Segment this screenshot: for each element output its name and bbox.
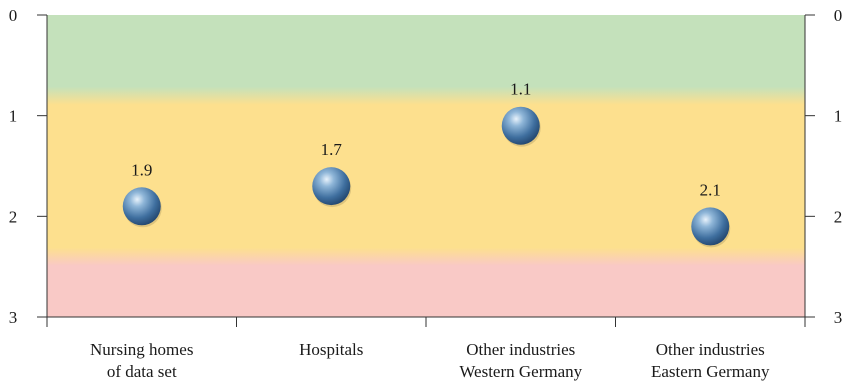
data-label: 1.9	[131, 160, 152, 179]
left-y-tick-label: 0	[9, 6, 18, 25]
data-label: 1.7	[321, 140, 343, 159]
plot-background	[47, 15, 805, 317]
data-point	[691, 207, 730, 246]
x-category-label: Nursing homes of data set	[90, 340, 193, 381]
x-category-label: Other industries Western Germany	[459, 340, 582, 381]
x-category-label-line: Other industries	[656, 340, 765, 359]
x-category-label-line: Hospitals	[299, 340, 363, 359]
x-category-label: Hospitals	[299, 340, 363, 359]
x-category-label-line: Nursing homes	[90, 340, 193, 359]
x-category-label-line: Western Germany	[459, 362, 582, 381]
data-point	[501, 106, 540, 145]
data-point	[312, 167, 351, 206]
left-y-tick-label: 2	[9, 207, 18, 226]
x-category-label: Other industries Eastern Germany	[651, 340, 770, 381]
left-y-tick-label: 1	[9, 107, 18, 126]
data-label: 1.1	[510, 80, 531, 99]
data-marks: 1.9 1.7 1.1 2.1	[122, 80, 731, 248]
x-category-label-line: Other industries	[466, 340, 575, 359]
left-y-tick-label: 3	[9, 308, 18, 327]
right-y-tick-label: 3	[834, 308, 843, 327]
axes: 0 0 1 1 2 2 3 3 Nursing homes of data set Hospital…	[9, 6, 843, 381]
data-label: 2.1	[700, 180, 721, 199]
data-point	[122, 187, 161, 226]
x-category-label-line: Eastern Germany	[651, 362, 770, 381]
right-y-tick-label: 1	[834, 107, 843, 126]
x-category-label-line: of data set	[107, 362, 177, 381]
right-y-tick-label: 0	[834, 6, 843, 25]
right-y-tick-label: 2	[834, 207, 843, 226]
